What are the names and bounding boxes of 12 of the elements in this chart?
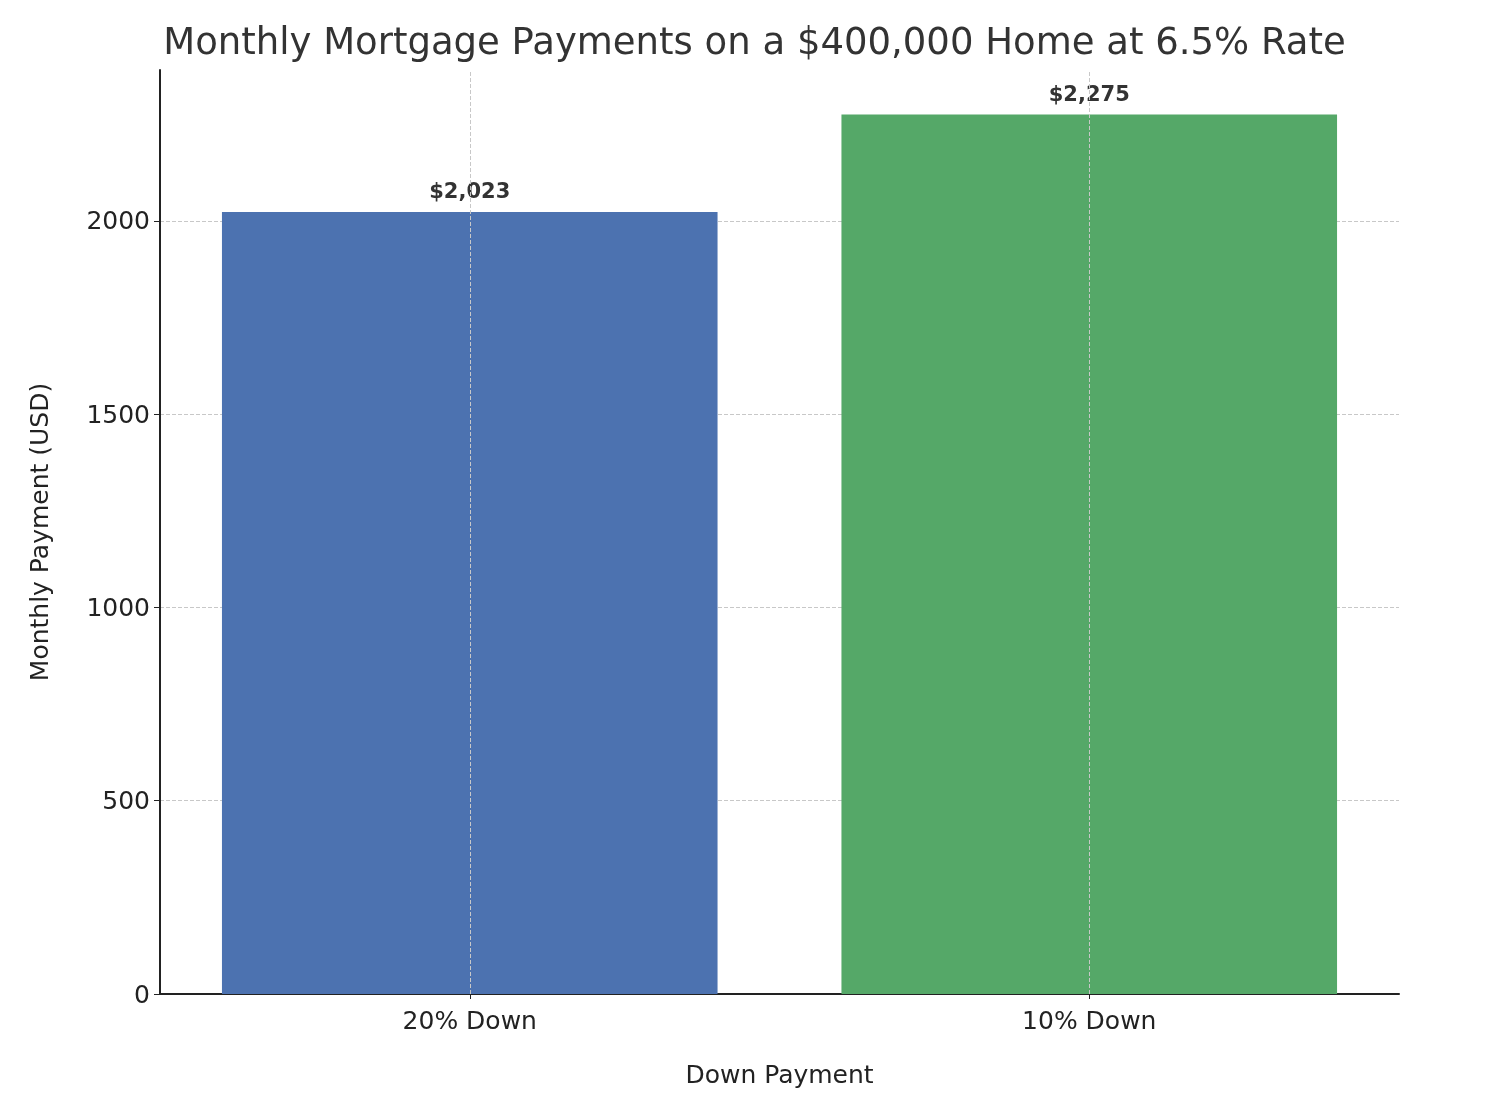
- y-axis-title: Monthly Payment (USD): [25, 382, 54, 682]
- chart-title: Monthly Mortgage Payments on a $400,000 Home at 6.5% Rate: [163, 20, 1346, 63]
- x-axis-title: Down Payment: [685, 1060, 874, 1089]
- data-label: $2,023: [429, 179, 511, 204]
- y-tick-label: 1000: [86, 592, 150, 622]
- y-tick-label: 2000: [86, 206, 150, 236]
- x-tick-label: 10% Down: [1022, 1006, 1157, 1035]
- data-label: $2,275: [1048, 81, 1130, 106]
- y-tick-label: 500: [102, 786, 150, 816]
- y-tick-label: 0: [134, 979, 150, 1009]
- y-tick-label: 1500: [86, 399, 150, 429]
- x-tick-label: 20% Down: [402, 1006, 537, 1035]
